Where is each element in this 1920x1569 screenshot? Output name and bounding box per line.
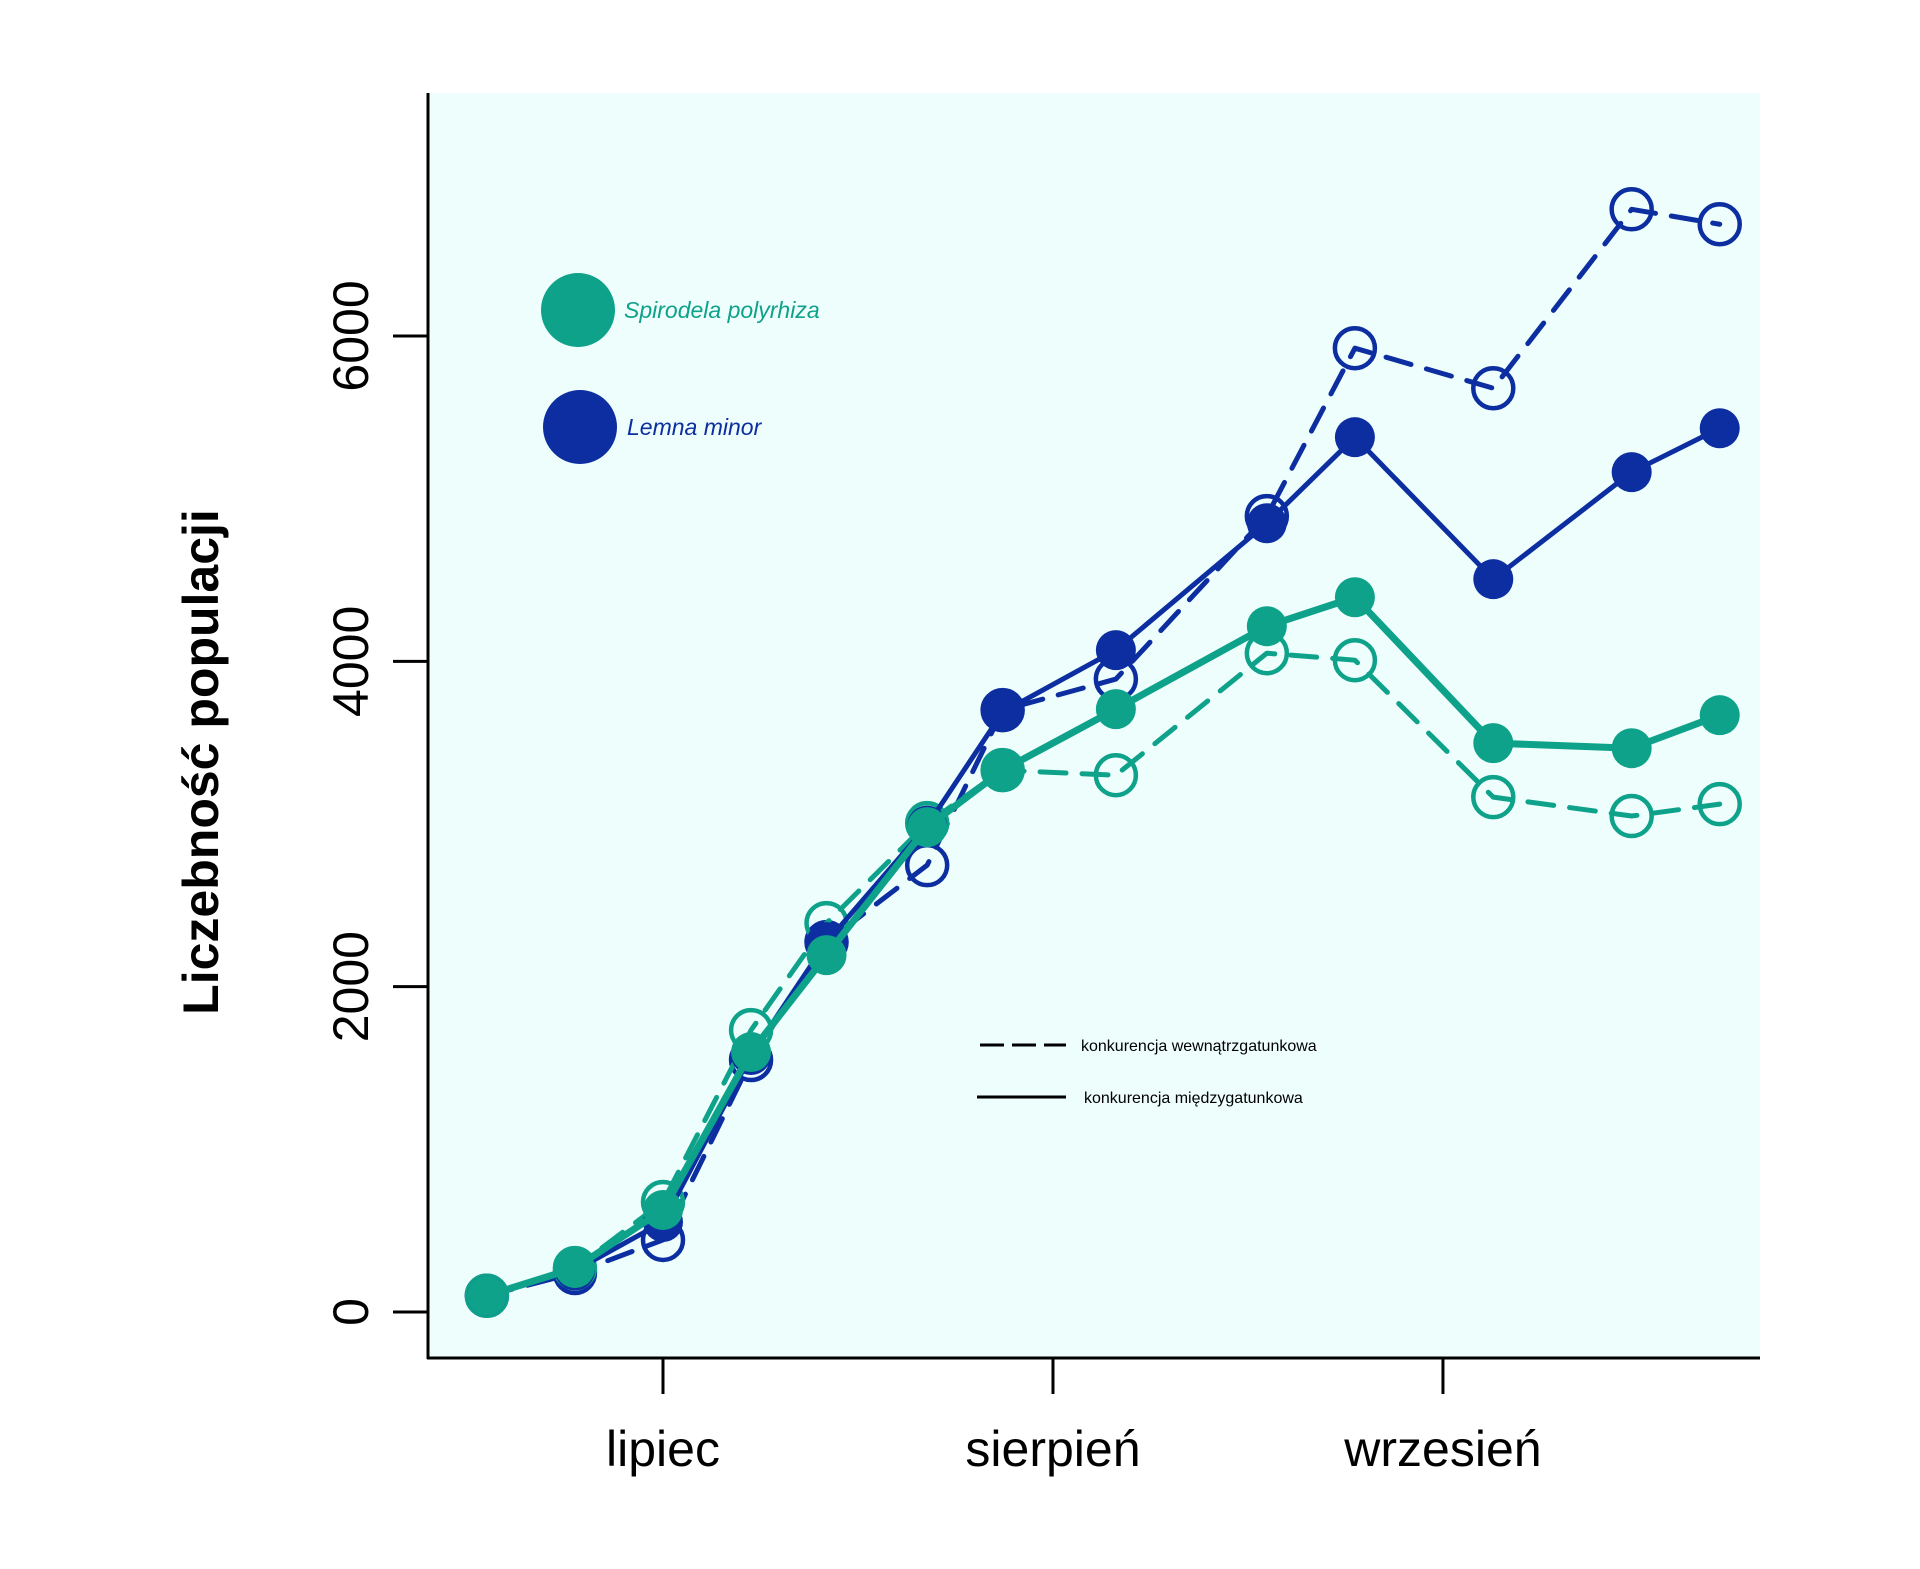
data-point-lemna-solid	[1246, 503, 1287, 544]
data-point-spirodela-solid	[1611, 728, 1652, 769]
y-tick-label: 6000	[323, 280, 379, 391]
data-point-spirodela-solid	[466, 1275, 507, 1316]
data-point-spirodela-solid	[806, 935, 847, 976]
legend-label-lemna: Lemna minor	[627, 414, 763, 440]
series-layer	[464, 187, 1742, 1318]
data-point-spirodela-solid	[1246, 606, 1287, 647]
x-ticks: lipiec sierpień wrzesień	[606, 1358, 1542, 1477]
data-point-spirodela-dashed	[1697, 781, 1742, 827]
data-point-spirodela-dashed	[1609, 793, 1654, 839]
x-tick-label: sierpień	[965, 1421, 1140, 1477]
data-point-lemna-solid	[982, 692, 1023, 733]
data-point-spirodela-dashed	[1093, 752, 1139, 798]
legend-marker-spirodela	[541, 273, 615, 347]
y-ticks: 0 2000 4000 6000	[323, 280, 428, 1326]
line-style-legend: konkurencja wewnątrzgatunkowa konkurencj…	[977, 1038, 1317, 1107]
data-point-lemna-solid	[1334, 417, 1375, 458]
data-point-spirodela-solid	[982, 750, 1023, 791]
data-point-spirodela-solid	[554, 1248, 595, 1289]
data-point-spirodela-dashed	[1471, 774, 1516, 820]
data-point-spirodela-solid	[1095, 689, 1136, 730]
data-point-lemna-dashed	[1609, 187, 1654, 232]
y-tick-label: 0	[323, 1298, 379, 1326]
data-point-spirodela-solid	[1699, 695, 1740, 736]
data-point-lemna-solid	[1699, 408, 1740, 449]
legend-label-dashed: konkurencja wewnątrzgatunkowa	[1081, 1038, 1317, 1055]
data-point-lemna-solid	[1611, 452, 1652, 493]
data-point-spirodela-solid	[731, 1032, 772, 1073]
x-tick-label: wrzesień	[1343, 1421, 1541, 1477]
y-tick-label: 2000	[323, 931, 379, 1042]
species-legend: Spirodela polyrhiza Lemna minor	[541, 273, 820, 464]
legend-label-spirodela: Spirodela polyrhiza	[624, 297, 820, 323]
data-point-spirodela-dashed	[1332, 637, 1378, 683]
data-point-lemna-solid	[1095, 630, 1136, 671]
x-tick-label: lipiec	[606, 1421, 720, 1477]
data-point-lemna-dashed	[1332, 325, 1378, 371]
y-axis-label: Liczebność populacji	[173, 509, 229, 1015]
data-point-spirodela-solid	[907, 807, 948, 848]
y-tick-label: 4000	[323, 606, 379, 717]
legend-marker-lemna	[543, 390, 617, 464]
data-point-spirodela-solid	[1334, 577, 1375, 618]
legend-label-solid: konkurencja międzygatunkowa	[1084, 1090, 1303, 1107]
plot-background	[429, 93, 1760, 1357]
series-spirodela-solid	[466, 577, 1740, 1316]
data-point-lemna-solid	[1473, 559, 1514, 600]
data-point-lemna-dashed	[1697, 201, 1742, 247]
data-point-spirodela-solid	[643, 1190, 683, 1231]
data-point-lemna-dashed	[1471, 365, 1516, 411]
data-point-spirodela-solid	[1473, 723, 1514, 764]
